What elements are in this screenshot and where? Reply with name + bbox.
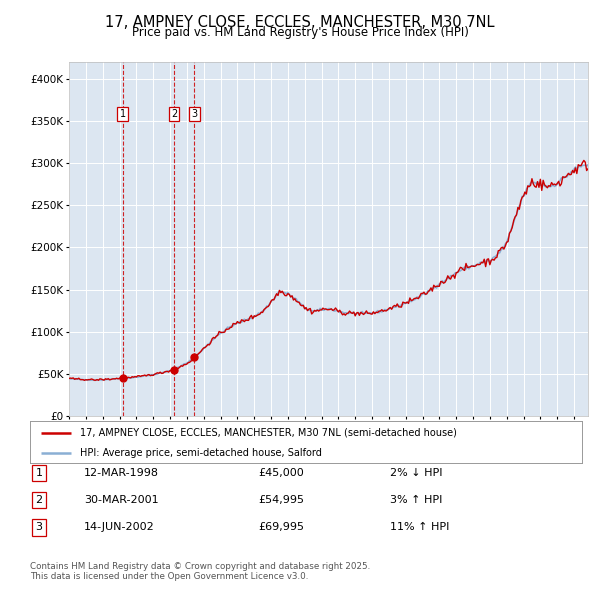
Text: This data is licensed under the Open Government Licence v3.0.: This data is licensed under the Open Gov… bbox=[30, 572, 308, 581]
Text: 30-MAR-2001: 30-MAR-2001 bbox=[84, 496, 158, 505]
Text: HPI: Average price, semi-detached house, Salford: HPI: Average price, semi-detached house,… bbox=[80, 448, 322, 457]
Text: Price paid vs. HM Land Registry's House Price Index (HPI): Price paid vs. HM Land Registry's House … bbox=[131, 26, 469, 39]
Text: 1: 1 bbox=[119, 109, 126, 119]
Text: 3: 3 bbox=[35, 523, 43, 532]
Text: £54,995: £54,995 bbox=[258, 496, 304, 505]
Text: 2% ↓ HPI: 2% ↓ HPI bbox=[390, 468, 443, 478]
Text: 1: 1 bbox=[35, 468, 43, 478]
Text: £45,000: £45,000 bbox=[258, 468, 304, 478]
Text: 14-JUN-2002: 14-JUN-2002 bbox=[84, 523, 155, 532]
Text: 3% ↑ HPI: 3% ↑ HPI bbox=[390, 496, 442, 505]
Text: 3: 3 bbox=[191, 109, 197, 119]
Text: 2: 2 bbox=[171, 109, 177, 119]
Text: £69,995: £69,995 bbox=[258, 523, 304, 532]
Text: 2: 2 bbox=[35, 496, 43, 505]
Text: 17, AMPNEY CLOSE, ECCLES, MANCHESTER, M30 7NL (semi-detached house): 17, AMPNEY CLOSE, ECCLES, MANCHESTER, M3… bbox=[80, 428, 457, 438]
Text: 12-MAR-1998: 12-MAR-1998 bbox=[84, 468, 159, 478]
Text: 11% ↑ HPI: 11% ↑ HPI bbox=[390, 523, 449, 532]
Text: 17, AMPNEY CLOSE, ECCLES, MANCHESTER, M30 7NL: 17, AMPNEY CLOSE, ECCLES, MANCHESTER, M3… bbox=[105, 15, 495, 30]
Text: Contains HM Land Registry data © Crown copyright and database right 2025.: Contains HM Land Registry data © Crown c… bbox=[30, 562, 370, 571]
